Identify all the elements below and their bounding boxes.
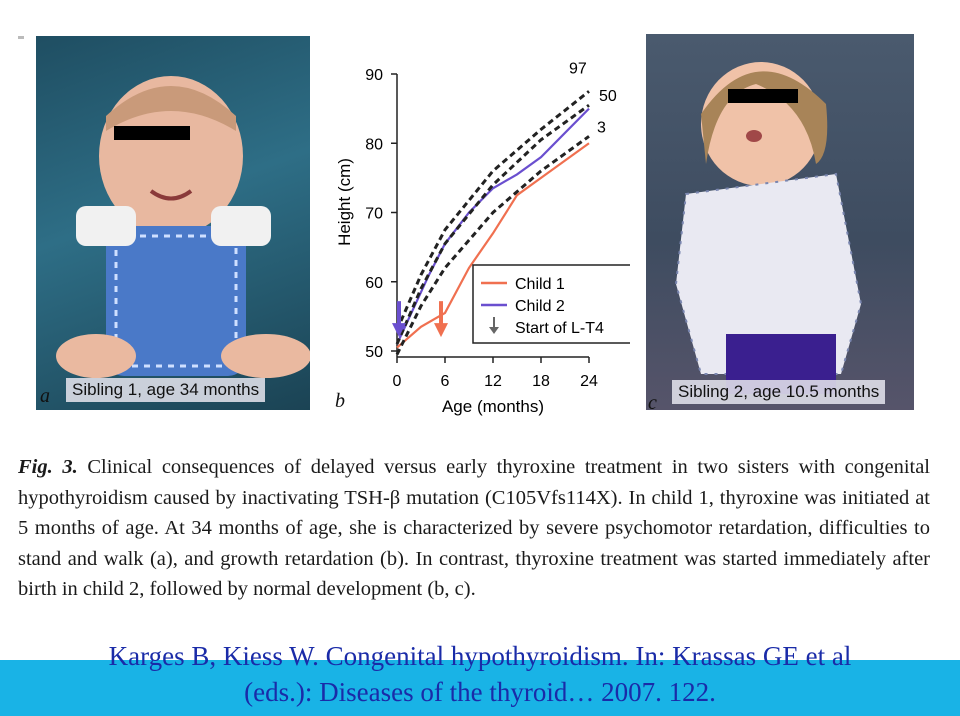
x-tick-label: 12 — [484, 373, 502, 390]
growth-chart: 50 60 70 80 90 0 6 12 18 24 97 50 3 Child 1 Child 2 S… — [335, 60, 630, 416]
figure-label: Fig. 3. — [18, 456, 78, 478]
start-arrow-head — [434, 323, 448, 338]
y-tick-label: 60 — [365, 275, 383, 292]
percentile-label-3: 3 — [597, 119, 606, 136]
citation-line-1: Karges B, Kiess W. Congenital hypothyroi… — [108, 641, 852, 671]
photo-sibling-2: Sibling 2, age 10.5 months — [646, 34, 914, 410]
citation-bar — [0, 660, 960, 716]
percentile-label-97: 97 — [569, 60, 587, 77]
y-axis-label: Height (cm) — [335, 158, 354, 246]
x-tick-label: 0 — [393, 373, 402, 390]
legend-label: Child 1 — [515, 276, 565, 293]
x-axis-label: Age (months) — [442, 397, 544, 416]
start-arrow-head — [392, 323, 406, 338]
legend-arrow-head — [489, 327, 499, 334]
x-tick-label: 6 — [441, 373, 450, 390]
percentile-97-line — [395, 90, 590, 331]
chart-legend: Child 1 Child 2 Start of L-T4 — [472, 264, 630, 344]
citation-line-2: (eds.): Diseases of the thyroid… 2007. 1… — [244, 677, 716, 707]
y-tick-label: 90 — [365, 67, 383, 84]
citation: Karges B, Kiess W. Congenital hypothyroi… — [0, 638, 960, 710]
series-child-1-line — [396, 142, 590, 349]
figure-caption: Fig. 3. Clinical consequences of delayed… — [18, 452, 930, 605]
percentile-50-line — [395, 103, 590, 345]
panel-letter-a: a — [40, 385, 50, 407]
percentile-label-50: 50 — [599, 88, 617, 105]
chart-series: 97 50 3 — [392, 60, 617, 356]
x-tick-label: 24 — [580, 373, 598, 390]
child-2-illustration — [674, 62, 863, 394]
child-1-illustration — [56, 76, 310, 378]
y-tick-label: 50 — [365, 344, 383, 361]
photo-a-caption: Sibling 1, age 34 months — [66, 378, 266, 402]
panel-letter-b: b — [335, 390, 345, 412]
scan-mark — [18, 36, 24, 39]
photo-sibling-1: Sibling 1, age 34 months — [36, 36, 310, 410]
x-tick-label: 18 — [532, 373, 550, 390]
figure-caption-text: Clinical consequences of delayed versus … — [18, 456, 930, 600]
photo-c-caption: Sibling 2, age 10.5 months — [672, 380, 886, 404]
legend-label: Child 2 — [515, 298, 565, 315]
y-tick-label: 70 — [365, 206, 383, 223]
y-tick-label: 80 — [365, 136, 383, 153]
legend-label: Start of L-T4 — [515, 320, 604, 337]
percentile-3-line — [395, 135, 590, 356]
panel-letter-c: c — [648, 392, 657, 414]
